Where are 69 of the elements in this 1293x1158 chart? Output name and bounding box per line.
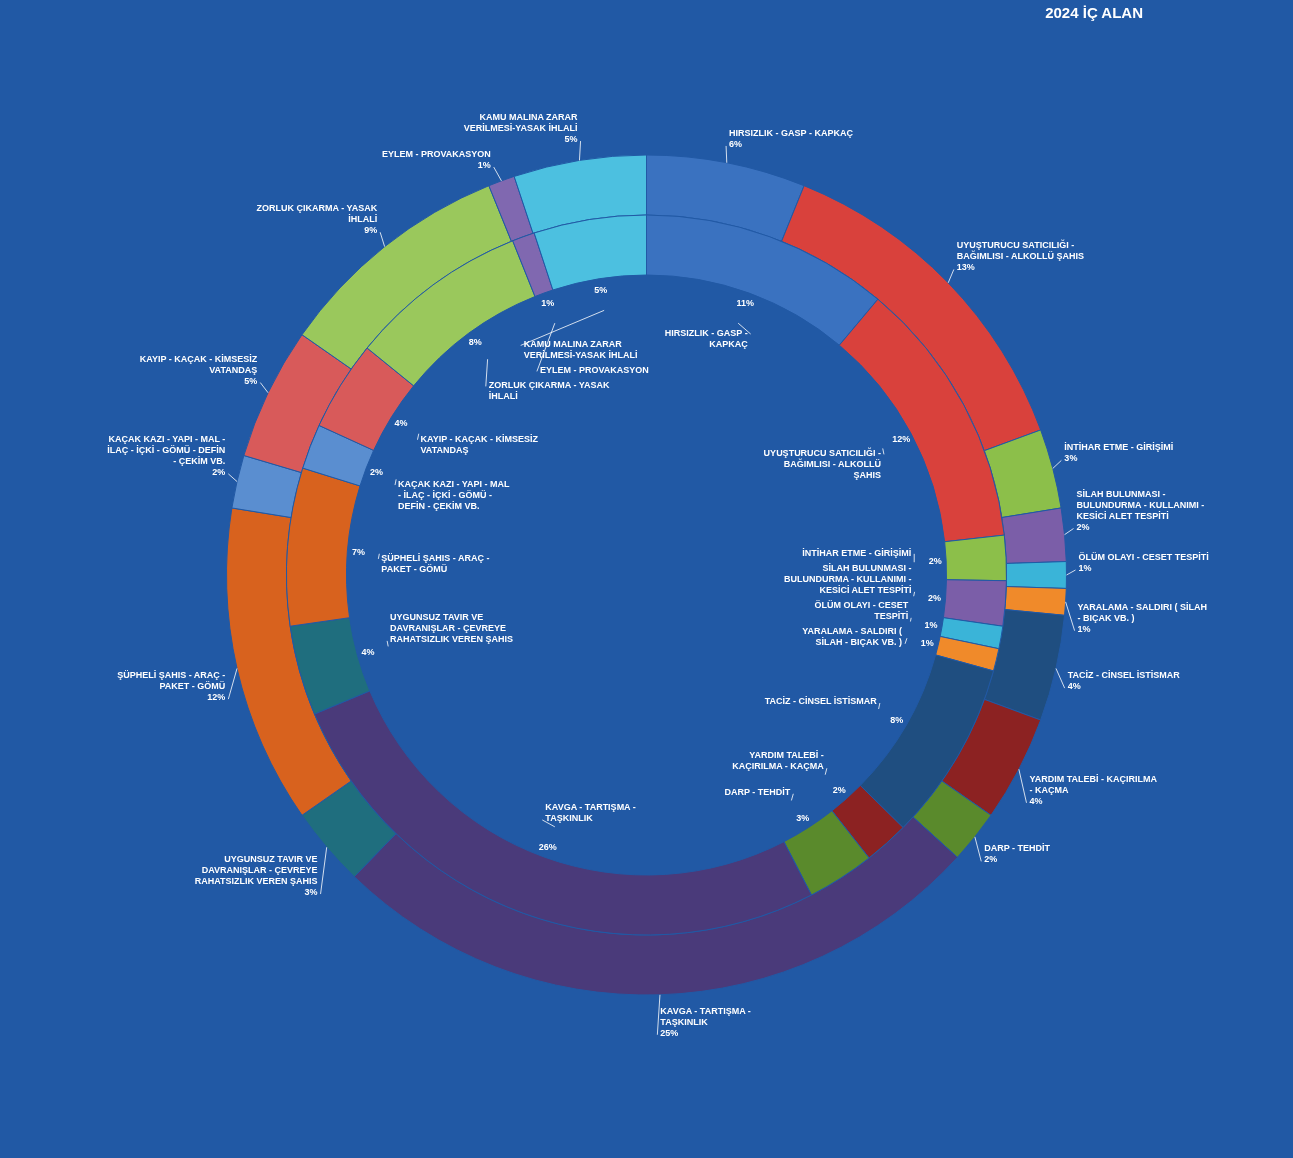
data-label: 2% [212,466,226,477]
slice-label: KAYIP - KAÇAK - KİMSESİZ VATANDAŞ [139,353,258,375]
slice-label: HIRSIZLIK - GASP - KAPKAÇ [664,328,749,350]
data-label: 2% [1076,521,1090,532]
data-label: 1% [1078,563,1092,573]
data-label: 2% [928,592,942,603]
data-label: 4% [1067,681,1081,692]
slice-label: KAYIP - KAÇAK - KİMSESİZ VATANDAŞ [420,433,539,455]
slice-label: ŞÜPHELİ ŞAHIS - ARAÇ - PAKET - GÖMÜ [381,552,490,574]
category-label: DARP - TEHDİT [724,786,791,797]
slice-label: DARP - TEHDİT [984,843,1051,854]
data-label: 11% [736,298,755,309]
data-label: 3% [1064,453,1078,464]
data-label: 3% [304,887,318,898]
data-label: 4% [394,417,408,428]
data-label: 1% [1077,623,1091,634]
data-label: 2% [370,466,384,477]
data-label: 2% [984,854,998,865]
slice-label: KAMU MALINA ZARAR VERİLMESİ-YASAK İHLALİ [463,112,579,134]
slice-label: KAMU MALINA ZARAR VERİLMESİ-YASAK İHLALİ [523,339,638,361]
data-label: 8% [468,337,482,348]
slice-label: KAVGA - TARTIŞMA - TAŞKINLIK [545,801,636,823]
slice-label: UYUŞTURUCU SATICILIĞI - BAĞIMLISI - ALKOLLÜ ŞAHIS [763,447,881,481]
category-label: YARDIM TALEBİ - KAÇIRILMA - KAÇMA [732,750,824,772]
category-label: SİLAH BULUNMASI - BULUNDURMA - KULLANIMI - KESİCİ ALET TESPİTİ [783,562,912,595]
category-label: TACİZ - CİNSEL İSTİSMAR [764,696,877,706]
data-label: 2% [832,785,846,796]
data-label: 5% [594,284,608,295]
data-label: 1% [477,160,491,171]
data-label: 13% [956,262,975,273]
category-label: İNTİHAR ETME - GİRİŞİMİ [802,547,912,558]
slice-label: HIRSIZLIK - GASP - KAPKAÇ [729,127,854,138]
slice-label: İNTİHAR ETME - GİRİŞİMİ [1064,442,1174,453]
chart-title: 2024 İÇ ALAN [1045,4,1143,21]
slice-label: ZORLUK ÇIKARMA - YASAK İHLALİ [488,380,610,402]
data-label: 5% [244,375,258,386]
data-label: 12% [207,692,226,703]
slice-label: UYUŞTURUCU SATICILIĞI - BAĞIMLISI - ALKOLLÜ ŞAHIS [956,239,1084,262]
slice-label: UYGUNSUZ TAVIR VE DAVRANIŞLAR - ÇEVREYE RAHATSIZLIK VEREN ŞAHIS [194,854,318,887]
category-label: KAÇAK KAZI - YAPI - MAL - İLAÇ - İÇKİ - GÖMÜ - DEFİN - ÇEKİM VB. [398,479,510,512]
data-label: 6% [729,138,743,149]
data-label: 12% [892,433,911,444]
category-label: UYGUNSUZ TAVIR VE DAVRANIŞLAR - ÇEVREYE RAHATSIZLIK VEREN ŞAHIS [390,611,513,644]
category-label: ÖLÜM OLAYI - CESET TESPİTİ [814,599,909,621]
data-label: 5% [564,134,578,145]
data-label: 4% [361,647,375,658]
slice-label: YARALAMA - SALDIRI ( SİLAH - BIÇAK VB. ) [1077,601,1207,623]
slice-label: SİLAH BULUNMASI - BULUNDURMA - KULLANIMI - KESİCİ ALET TESPİTİ [1076,488,1205,521]
data-label: 9% [364,225,378,236]
data-label: 3% [796,813,810,824]
slice-label: ZORLUK ÇIKARMA - YASAK İHLALİ [256,203,378,225]
data-label: 1% [924,620,938,631]
data-label: 1% [541,298,555,309]
slice-label: ŞÜPHELİ ŞAHIS - ARAÇ - PAKET - GÖMÜ [117,670,226,692]
data-label: 4% [1029,795,1043,806]
data-label: 26% [538,841,557,852]
slice-label: EYLEM - PROVAKASYON [381,149,491,160]
slice-label: YARDIM TALEBİ - KAÇIRILMA - KAÇMA [1029,773,1158,795]
slice-label: KAVGA - TARTIŞMA - TAŞKINLIK [660,1005,751,1027]
category-label: EYLEM - PROVAKASYON [539,365,649,376]
slice-label: KAÇAK KAZI - YAPI - MAL - İLAÇ - İÇKİ - GÖMÜ - DEFİN - ÇEKİM VB. [107,433,226,466]
slice-label: TACİZ - CİNSEL İSTİSMAR [1067,670,1181,681]
data-label: 7% [351,547,365,558]
category-label: YARALAMA - SALDIRI ( SİLAH - BIÇAK VB. ) [802,625,903,647]
data-label: 1% [920,638,934,649]
slice-label: ÖLÜM OLAYI - CESET TESPİTİ [1078,552,1209,562]
data-label: 8% [890,714,904,725]
data-label: 25% [660,1027,679,1038]
data-label: 2% [928,556,942,567]
